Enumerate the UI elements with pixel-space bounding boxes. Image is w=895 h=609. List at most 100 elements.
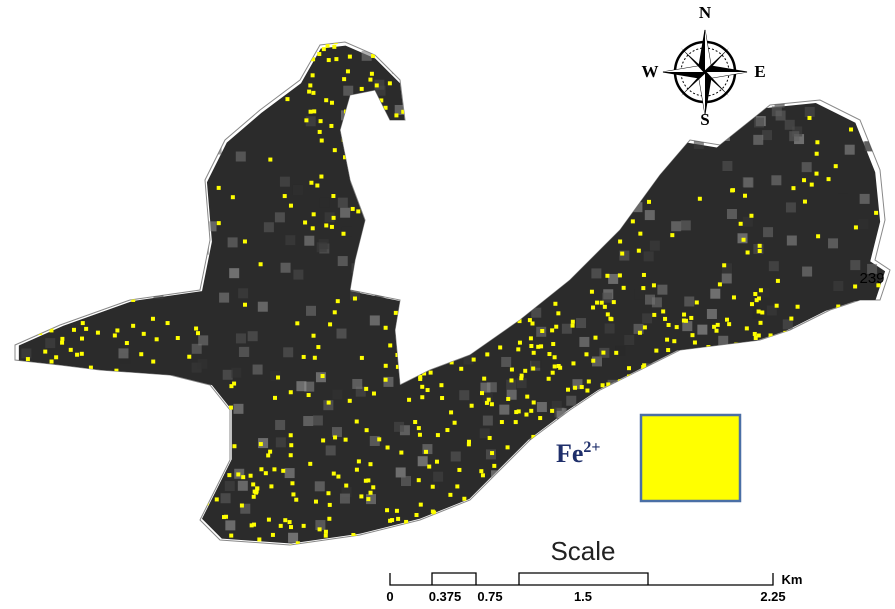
- fe-pixel: [234, 544, 238, 548]
- gray-patch: [682, 378, 692, 388]
- fe-pixel: [121, 485, 125, 489]
- gray-patch: [660, 365, 670, 375]
- fe-pixel: [460, 317, 464, 321]
- scale-tick-label: 2.25: [760, 589, 785, 604]
- fe-pixel: [780, 449, 784, 453]
- fe-pixel: [746, 429, 750, 433]
- fe-pixel: [720, 538, 724, 542]
- fe-pixel: [554, 252, 558, 256]
- fe-pixel: [333, 148, 337, 152]
- fe-pixel: [810, 89, 814, 93]
- gray-patch: [473, 269, 483, 279]
- fe-pixel: [390, 61, 394, 65]
- fe-pixel: [867, 430, 871, 434]
- fe-pixel: [185, 396, 189, 400]
- fe-pixel: [321, 374, 325, 378]
- fe-pixel: [304, 118, 308, 122]
- fe-pixel: [60, 341, 64, 345]
- fe-pixel: [556, 311, 560, 315]
- gray-patch: [290, 42, 300, 52]
- gray-patch: [506, 42, 516, 52]
- fe-pixel: [164, 505, 168, 509]
- gray-patch: [87, 243, 97, 253]
- fe-pixel: [586, 430, 590, 434]
- fe-pixel: [140, 413, 144, 417]
- gray-patch: [838, 193, 848, 203]
- fe-pixel: [281, 469, 285, 473]
- fe-pixel: [50, 383, 54, 387]
- fe-pixel: [663, 317, 667, 321]
- fe-pixel: [839, 496, 843, 500]
- gray-patch: [258, 302, 268, 312]
- gray-patch: [130, 206, 140, 216]
- fe-pixel: [91, 527, 95, 531]
- fe-pixel: [721, 526, 725, 530]
- fe-pixel: [727, 322, 731, 326]
- gray-patch: [785, 375, 795, 385]
- fe-pixel: [606, 382, 610, 386]
- gray-patch: [612, 487, 622, 497]
- gray-patch: [757, 374, 767, 384]
- fe-pixel: [106, 374, 110, 378]
- gray-patch: [388, 187, 398, 197]
- fe-pixel: [722, 263, 726, 267]
- gray-patch: [578, 242, 588, 252]
- fe-pixel: [413, 536, 417, 540]
- fe-pixel: [551, 430, 555, 434]
- fe-pixel: [105, 230, 109, 234]
- gray-patch: [798, 416, 808, 426]
- fe-pixel: [521, 299, 525, 303]
- gray-patch: [553, 74, 563, 84]
- gray-patch: [840, 76, 850, 86]
- gray-patch: [531, 187, 541, 197]
- fe-pixel: [384, 161, 388, 165]
- fe-pixel: [194, 327, 198, 331]
- fe-pixel: [440, 396, 444, 400]
- gray-patch: [762, 358, 772, 368]
- gray-patch: [644, 251, 654, 261]
- gray-patch: [876, 59, 886, 69]
- fe-pixel: [757, 309, 761, 313]
- gray-patch: [190, 55, 200, 65]
- fe-pixel: [444, 530, 448, 534]
- fe-pixel: [457, 320, 461, 324]
- fe-pixel: [135, 134, 139, 138]
- fe-pixel: [463, 302, 467, 306]
- fe-pixel: [226, 452, 230, 456]
- fe-pixel: [326, 491, 330, 495]
- fe-pixel: [328, 503, 332, 507]
- gray-patch: [833, 408, 843, 418]
- gray-patch: [90, 504, 100, 514]
- fe-pixel: [333, 310, 337, 314]
- gray-patch: [198, 335, 208, 345]
- fe-pixel: [474, 539, 478, 543]
- gray-patch: [130, 158, 140, 168]
- fe-pixel: [453, 421, 457, 425]
- fe-pixel: [346, 69, 350, 73]
- fe-pixel: [546, 521, 550, 525]
- fe-pixel: [172, 387, 176, 391]
- fe-pixel: [334, 40, 338, 44]
- fe-pixel: [29, 514, 33, 518]
- fe-pixel: [72, 493, 76, 497]
- fe-pixel: [332, 45, 336, 49]
- fe-pixel: [377, 200, 381, 204]
- gray-patch: [49, 487, 59, 497]
- fe-pixel: [20, 125, 24, 129]
- gray-patch: [628, 410, 638, 420]
- fe-pixel: [879, 437, 883, 441]
- fe-pixel: [386, 446, 390, 450]
- gray-patch: [499, 173, 509, 183]
- fe-pixel: [131, 298, 135, 302]
- fe-pixel: [268, 158, 272, 162]
- fe-pixel: [67, 399, 71, 403]
- fe-pixel: [382, 205, 386, 209]
- fe-pixel: [424, 450, 428, 454]
- fe-pixel: [666, 506, 670, 510]
- fe-pixel: [384, 326, 388, 330]
- gray-patch: [718, 382, 728, 392]
- gray-patch: [625, 426, 635, 436]
- fe-pixel: [775, 304, 779, 308]
- gray-patch: [840, 472, 850, 482]
- fe-pixel: [497, 240, 501, 244]
